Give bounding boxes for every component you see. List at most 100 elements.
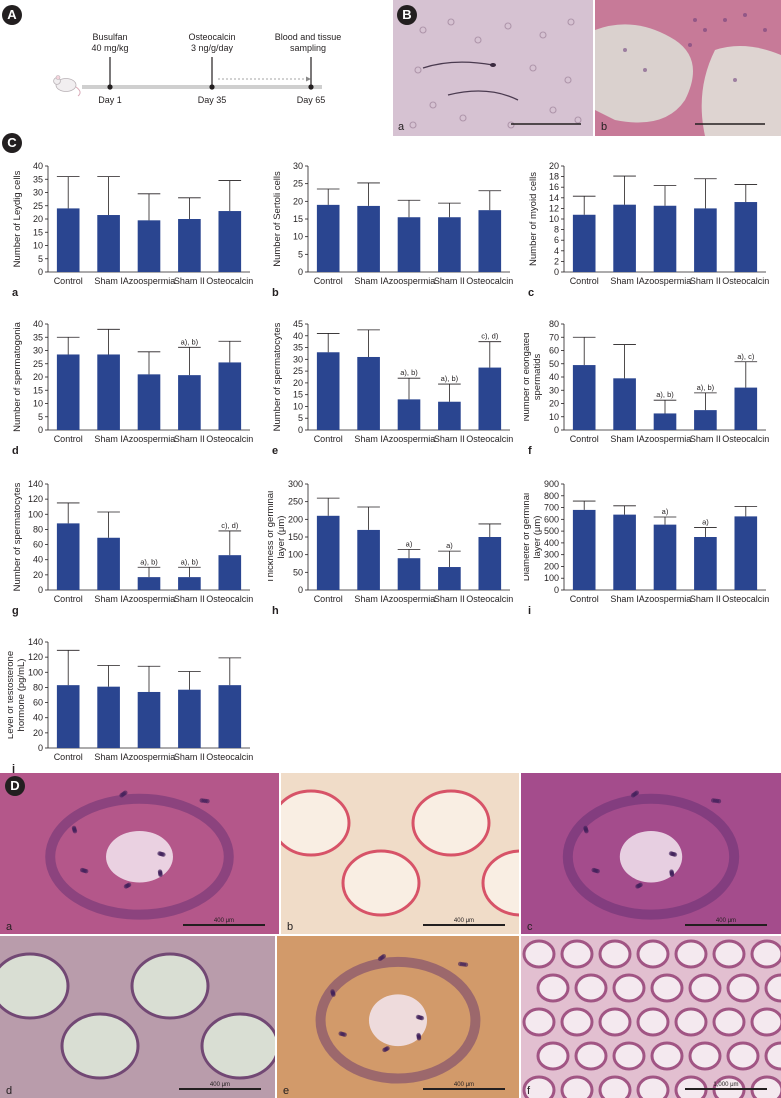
y-tick-label: 15 (293, 390, 303, 400)
bar-sham-ii (694, 208, 717, 272)
y-tick-label: 0 (38, 743, 43, 753)
y-tick-label: 40 (33, 161, 43, 171)
micrograph-b-a-label: a (398, 121, 405, 133)
x-tick-label: Osteocalcin (466, 594, 513, 604)
event-2-dose: 3 ng/g/day (191, 43, 234, 53)
y-tick-label: 140 (28, 637, 43, 647)
bar-azoospermia (653, 524, 677, 590)
chart-letter: e (272, 445, 278, 457)
bar-azoospermia (137, 691, 161, 748)
x-tick-label: Azoospermia (639, 276, 692, 286)
y-tick-label: 0 (38, 425, 43, 435)
bar-osteocalcin (734, 387, 758, 430)
bar-sham-i (357, 356, 380, 430)
chart-letter: f (528, 445, 532, 457)
scale-bar-label: 1,000 μm (713, 1082, 738, 1088)
bar-azoospermia (137, 220, 161, 272)
y-axis-label: Thickness of germinallayer (μm) (268, 491, 287, 583)
x-tick-label: Sham I (94, 276, 123, 286)
y-axis-label: Number of spermatocytes (12, 482, 23, 591)
y-tick-label: 15 (33, 227, 43, 237)
x-tick-label: Azoospermia (123, 752, 176, 762)
y-tick-label: 0 (298, 267, 303, 277)
x-tick-label: Azoospermia (123, 276, 176, 286)
x-tick-label: Control (314, 594, 343, 604)
bar-azoospermia (137, 577, 161, 590)
bar-control (572, 509, 596, 590)
y-tick-label: 20 (33, 214, 43, 224)
y-tick-label: 5 (38, 412, 43, 422)
significance-label: a) (406, 539, 413, 548)
event-2-day: Day 35 (198, 95, 227, 105)
y-tick-label: 35 (293, 343, 303, 353)
y-tick-label: 8 (554, 225, 559, 235)
significance-label: a), b) (140, 557, 158, 566)
significance-label: c), d) (221, 521, 239, 530)
y-tick-label: 120 (28, 494, 43, 504)
bar-sham-i (97, 354, 120, 430)
scale-bar-label: 400 μm (454, 1082, 474, 1088)
x-tick-label: Azoospermia (123, 594, 176, 604)
y-tick-label: 15 (293, 214, 303, 224)
y-tick-label: 500 (544, 526, 559, 536)
bar-osteocalcin (218, 211, 242, 272)
y-tick-label: 0 (38, 267, 43, 277)
bar-sham-i (357, 205, 380, 272)
bar-sham-ii (694, 410, 717, 430)
y-tick-label: 10 (549, 214, 559, 224)
y-tick-label: 25 (293, 366, 303, 376)
panel-d-badge: D (5, 776, 25, 796)
x-tick-label: Control (54, 594, 83, 604)
y-tick-label: 10 (33, 399, 43, 409)
micrograph-letter: b (287, 921, 293, 933)
x-tick-label: Sham II (434, 434, 465, 444)
significance-label: a), b) (441, 374, 459, 383)
micrograph-letter: c (527, 921, 533, 933)
y-tick-label: 50 (293, 567, 303, 577)
y-tick-label: 0 (554, 267, 559, 277)
micrograph-d-f: 1,000 μm f (521, 936, 781, 1098)
y-tick-label: 5 (298, 249, 303, 259)
x-tick-label: Sham I (354, 434, 383, 444)
x-tick-label: Sham II (434, 276, 465, 286)
y-tick-label: 100 (288, 550, 303, 560)
x-tick-label: Sham II (174, 594, 205, 604)
y-tick-label: 900 (544, 479, 559, 489)
scale-bar-label: 400 μm (214, 918, 234, 924)
y-tick-label: 0 (554, 425, 559, 435)
bar-control (316, 204, 340, 272)
y-tick-label: 40 (293, 331, 303, 341)
y-tick-label: 20 (33, 372, 43, 382)
panel-c-badge: C (2, 133, 22, 153)
bar-osteocalcin (218, 555, 242, 590)
micrograph-letter: a (6, 921, 13, 933)
event-2-treatment: Osteocalcin (188, 32, 235, 42)
chart-letter: c (528, 287, 534, 299)
event-1-dose: 40 mg/kg (91, 43, 128, 53)
bar-sham-ii (178, 689, 201, 748)
y-axis-label: Number of elongatedspermatids (524, 333, 543, 422)
y-tick-label: 18 (549, 172, 559, 182)
scale-bar-label: 400 μm (716, 918, 736, 924)
y-tick-label: 30 (293, 354, 303, 364)
bar-control (56, 354, 80, 430)
y-axis-label: Number of Sertoli cells (272, 171, 283, 267)
bar-osteocalcin (478, 367, 502, 430)
x-tick-label: Osteocalcin (722, 434, 769, 444)
y-tick-label: 60 (549, 346, 559, 356)
y-tick-label: 0 (298, 425, 303, 435)
y-tick-label: 250 (288, 497, 303, 507)
x-tick-label: Sham I (94, 752, 123, 762)
x-tick-label: Osteocalcin (206, 752, 253, 762)
y-tick-label: 40 (33, 713, 43, 723)
chart-letter: i (528, 605, 531, 617)
bar-osteocalcin (734, 202, 758, 272)
chart-letter: b (272, 287, 279, 299)
y-tick-label: 50 (549, 359, 559, 369)
x-tick-label: Control (314, 434, 343, 444)
bar-azoospermia (397, 558, 421, 590)
x-tick-label: Sham I (94, 434, 123, 444)
y-tick-label: 20 (33, 570, 43, 580)
y-tick-label: 25 (33, 359, 43, 369)
